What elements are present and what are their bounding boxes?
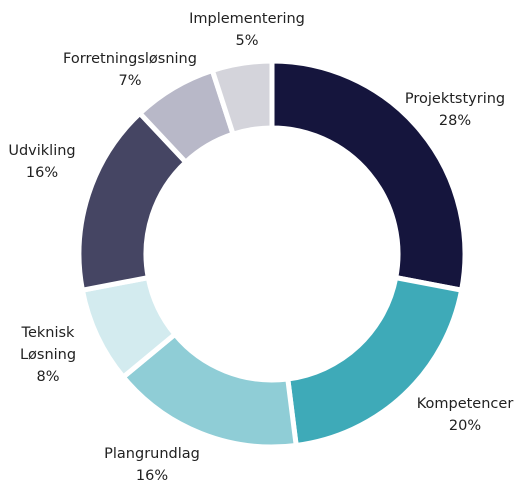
- slice-label: Teknisk Løsning 8%: [13, 322, 83, 388]
- category-label: Udvikling: [8, 143, 76, 159]
- slice-label: Udvikling 16%: [8, 140, 75, 184]
- slice-label: Projektstyring 28%: [405, 88, 505, 132]
- slice-label: Implementering 5%: [189, 8, 305, 52]
- category-label: Implementering: [189, 11, 305, 27]
- slice: [269, 58, 468, 294]
- slice-label: Plangrundlag 16%: [104, 443, 200, 484]
- category-label: Plangrundlag: [104, 446, 200, 462]
- category-label: Kompetencer: [416, 396, 514, 412]
- category-label: Projektstyring: [404, 91, 506, 107]
- category-label: Forretningsløsning: [63, 51, 197, 67]
- value-label: 8%: [36, 369, 60, 385]
- slice-label: Kompetencer 20%: [417, 393, 514, 437]
- slice: [209, 58, 275, 138]
- value-label: 7%: [118, 73, 142, 89]
- value-label: 16%: [135, 468, 169, 484]
- value-label: 5%: [235, 33, 259, 49]
- value-label: 20%: [448, 418, 482, 434]
- slice-label: Forretningsløsning 7%: [63, 48, 197, 92]
- category-label: Teknisk Løsning: [19, 325, 77, 363]
- value-label: 16%: [25, 165, 59, 181]
- value-label: 28%: [438, 113, 472, 129]
